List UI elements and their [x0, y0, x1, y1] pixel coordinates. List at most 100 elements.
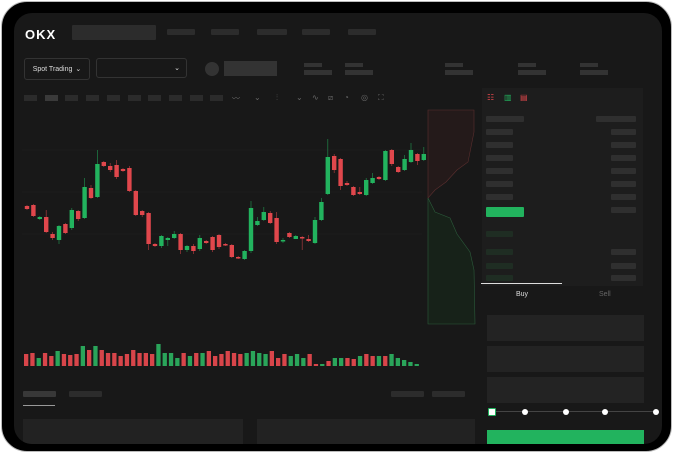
tab-buy[interactable]: Buy [516, 291, 529, 298]
chevron-down-icon[interactable]: ⌄ [296, 93, 303, 102]
timeframe-button[interactable] [148, 95, 162, 101]
candle-body [408, 150, 414, 162]
candle-body [415, 154, 420, 161]
volume-bar [80, 346, 85, 366]
candle-body [236, 257, 241, 259]
timeframe-button[interactable] [106, 95, 120, 101]
candle-body [69, 210, 74, 228]
price-input[interactable] [487, 315, 644, 341]
chevron-down-icon[interactable]: ⌄ [254, 93, 261, 102]
screenshot-icon[interactable]: ◔ [344, 93, 349, 102]
nav-item[interactable] [302, 29, 330, 35]
candle-body [120, 169, 126, 171]
buy-button[interactable] [487, 430, 644, 444]
stat-label [304, 63, 322, 67]
timeframe-button[interactable] [44, 95, 58, 101]
volume-bar [194, 353, 199, 366]
slider-handle[interactable] [488, 408, 496, 416]
candle-body [88, 188, 94, 198]
pair-select[interactable]: ⌄ [96, 58, 187, 78]
volume-bar [376, 356, 382, 366]
candle-body [204, 241, 209, 243]
candle-body [274, 218, 279, 242]
ask-amount [611, 129, 636, 135]
timeframe-button[interactable] [65, 95, 79, 101]
candle-body [383, 151, 388, 180]
search-bar[interactable] [72, 25, 156, 40]
timeframe-button[interactable] [127, 95, 141, 101]
volume-bar [206, 351, 211, 366]
candle-body [293, 236, 298, 239]
ask-amount [611, 142, 636, 148]
nav-item[interactable] [257, 29, 287, 35]
slider-mark-50[interactable] [563, 409, 569, 415]
bid-amount [611, 275, 636, 281]
slider-track[interactable] [492, 411, 657, 412]
bids-only-icon[interactable]: ▥ [504, 93, 512, 102]
stat-value [304, 70, 332, 75]
line-icon[interactable]: ∿ [312, 93, 319, 102]
candle-body [95, 164, 100, 197]
volume-bar [118, 356, 123, 366]
fullscreen-icon[interactable]: ⛶ [378, 93, 384, 102]
nav-item[interactable] [167, 29, 195, 35]
volume-bar [263, 354, 268, 366]
settings-icon[interactable]: ◎ [361, 93, 368, 102]
pair-name [224, 61, 277, 76]
stat-label [345, 63, 363, 67]
stat-label [518, 63, 536, 67]
timeframe-button[interactable] [189, 95, 203, 101]
volume-bar [24, 354, 29, 366]
volume-bar [402, 360, 407, 366]
chart-type-icon[interactable]: ⫶ [276, 93, 278, 102]
volume-bar [326, 361, 331, 366]
ruler-icon[interactable]: ⧄ [328, 93, 334, 102]
candle-body [159, 236, 164, 246]
filter-button[interactable] [391, 391, 424, 397]
timeframe-button[interactable] [86, 95, 100, 101]
slider-mark-100[interactable] [653, 409, 659, 415]
candle-body [229, 245, 234, 257]
candle-body [389, 150, 394, 164]
volume-bar [257, 353, 262, 366]
tab-sell[interactable]: Sell [599, 291, 611, 298]
slider-mark-25[interactable] [522, 409, 528, 415]
market-type-label: Spot Trading [32, 65, 73, 73]
slider-mark-75[interactable] [602, 409, 608, 415]
market-type-select[interactable]: Spot Trading ⌄ [24, 58, 90, 80]
ask-price [486, 168, 513, 174]
volume-bar [357, 356, 363, 366]
volume-bar [131, 350, 136, 366]
amount-input[interactable] [487, 346, 644, 372]
candle-body [31, 205, 36, 216]
volume-bar [244, 353, 249, 366]
volume-bar [269, 351, 274, 366]
asks-only-icon[interactable]: ▤ [520, 93, 528, 102]
price-chart[interactable] [14, 13, 662, 444]
timeframe-button[interactable] [168, 95, 182, 101]
total-input[interactable] [487, 377, 644, 403]
active-tab-indicator [23, 405, 55, 406]
filter-button[interactable] [432, 391, 465, 397]
timeframe-button[interactable] [24, 95, 37, 101]
volume-bar [55, 351, 60, 366]
candle-body [280, 240, 286, 242]
both-sides-icon[interactable]: ☷ [487, 93, 495, 102]
tab-order-history[interactable] [69, 391, 102, 397]
volume-bar [74, 354, 79, 366]
candle-body [165, 238, 170, 240]
candle-body [216, 235, 222, 247]
okx-logo: OKX [25, 27, 57, 42]
tab-open-orders[interactable] [23, 391, 56, 397]
candle-body [338, 159, 343, 186]
candle-body [300, 237, 305, 239]
nav-item[interactable] [348, 29, 376, 35]
volume-bar [225, 351, 230, 366]
orderbook-header-amount [596, 116, 636, 122]
indicator-icon[interactable]: 〰 [232, 94, 240, 103]
timeframe-button[interactable] [210, 95, 224, 101]
volume-bar [143, 353, 148, 366]
volume-bar [294, 354, 300, 366]
nav-item[interactable] [211, 29, 239, 35]
ask-amount [611, 207, 636, 213]
